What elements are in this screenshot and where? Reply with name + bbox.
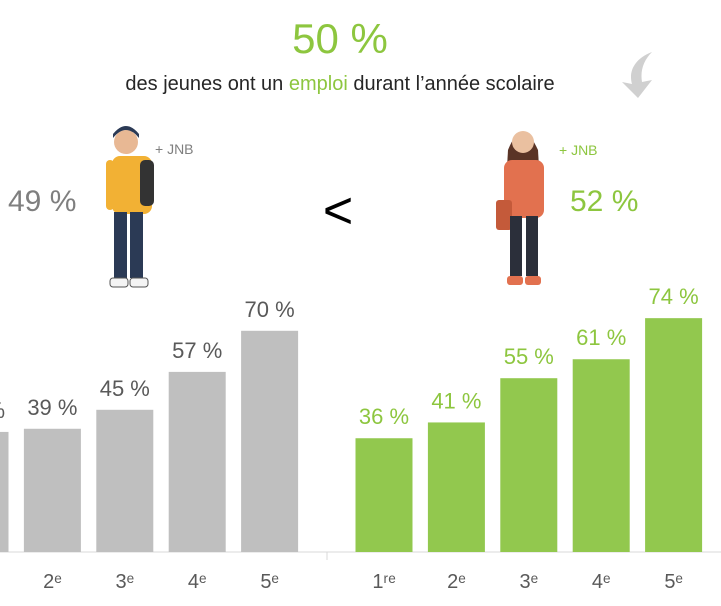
value-label: 55 % [504, 344, 554, 369]
value-label: 61 % [576, 325, 626, 350]
bar [0, 432, 9, 552]
x-tick-label: 1ʳᵉ [372, 571, 395, 593]
boy-figure [106, 126, 154, 287]
x-tick-label: 5ᵉ [664, 571, 683, 593]
boys-tag: + JNB [155, 141, 194, 157]
bar [428, 422, 485, 552]
headline: 50 % [292, 15, 388, 62]
value-label: 57 % [172, 338, 222, 363]
x-tick-label: 5ᵉ [260, 571, 279, 593]
subtitle-highlight: emploi [289, 73, 348, 95]
value-label: 38 % [0, 398, 5, 423]
boys-rate: 49 % [8, 185, 76, 218]
x-tick-label: 2ᵉ [43, 571, 62, 593]
x-tick-label: 4ᵉ [592, 571, 611, 593]
value-label: 70 % [245, 297, 295, 322]
bar [24, 429, 81, 552]
value-label: 39 % [27, 395, 77, 420]
bar [169, 372, 226, 552]
subtitle: des jeunes ont un emploi durant l’année … [125, 73, 554, 95]
bar [573, 359, 630, 552]
subtitle-text: durant l’année scolaire [348, 73, 555, 95]
bar [241, 331, 298, 552]
x-tick-label: 4ᵉ [188, 571, 207, 593]
arrow-icon [622, 52, 652, 98]
x-tick-label: 3ᵉ [520, 571, 539, 593]
infographic: 50 % des jeunes ont un emploi durant l’a… [0, 0, 721, 606]
value-label: 41 % [431, 388, 481, 413]
bar [500, 378, 557, 552]
bar [645, 318, 702, 552]
subtitle-text: des jeunes ont un [125, 73, 288, 95]
girl-figure [496, 131, 544, 285]
value-label: 74 % [649, 284, 699, 309]
value-label: 36 % [359, 404, 409, 429]
bar [356, 438, 413, 552]
comparison-sign: < [323, 182, 353, 240]
bar [96, 410, 153, 552]
girls-rate: 52 % [570, 185, 638, 218]
x-tick-label: 2ᵉ [447, 571, 466, 593]
x-tick-label: 3ᵉ [116, 571, 135, 593]
girls-tag: + JNB [559, 142, 598, 158]
value-label: 45 % [100, 376, 150, 401]
